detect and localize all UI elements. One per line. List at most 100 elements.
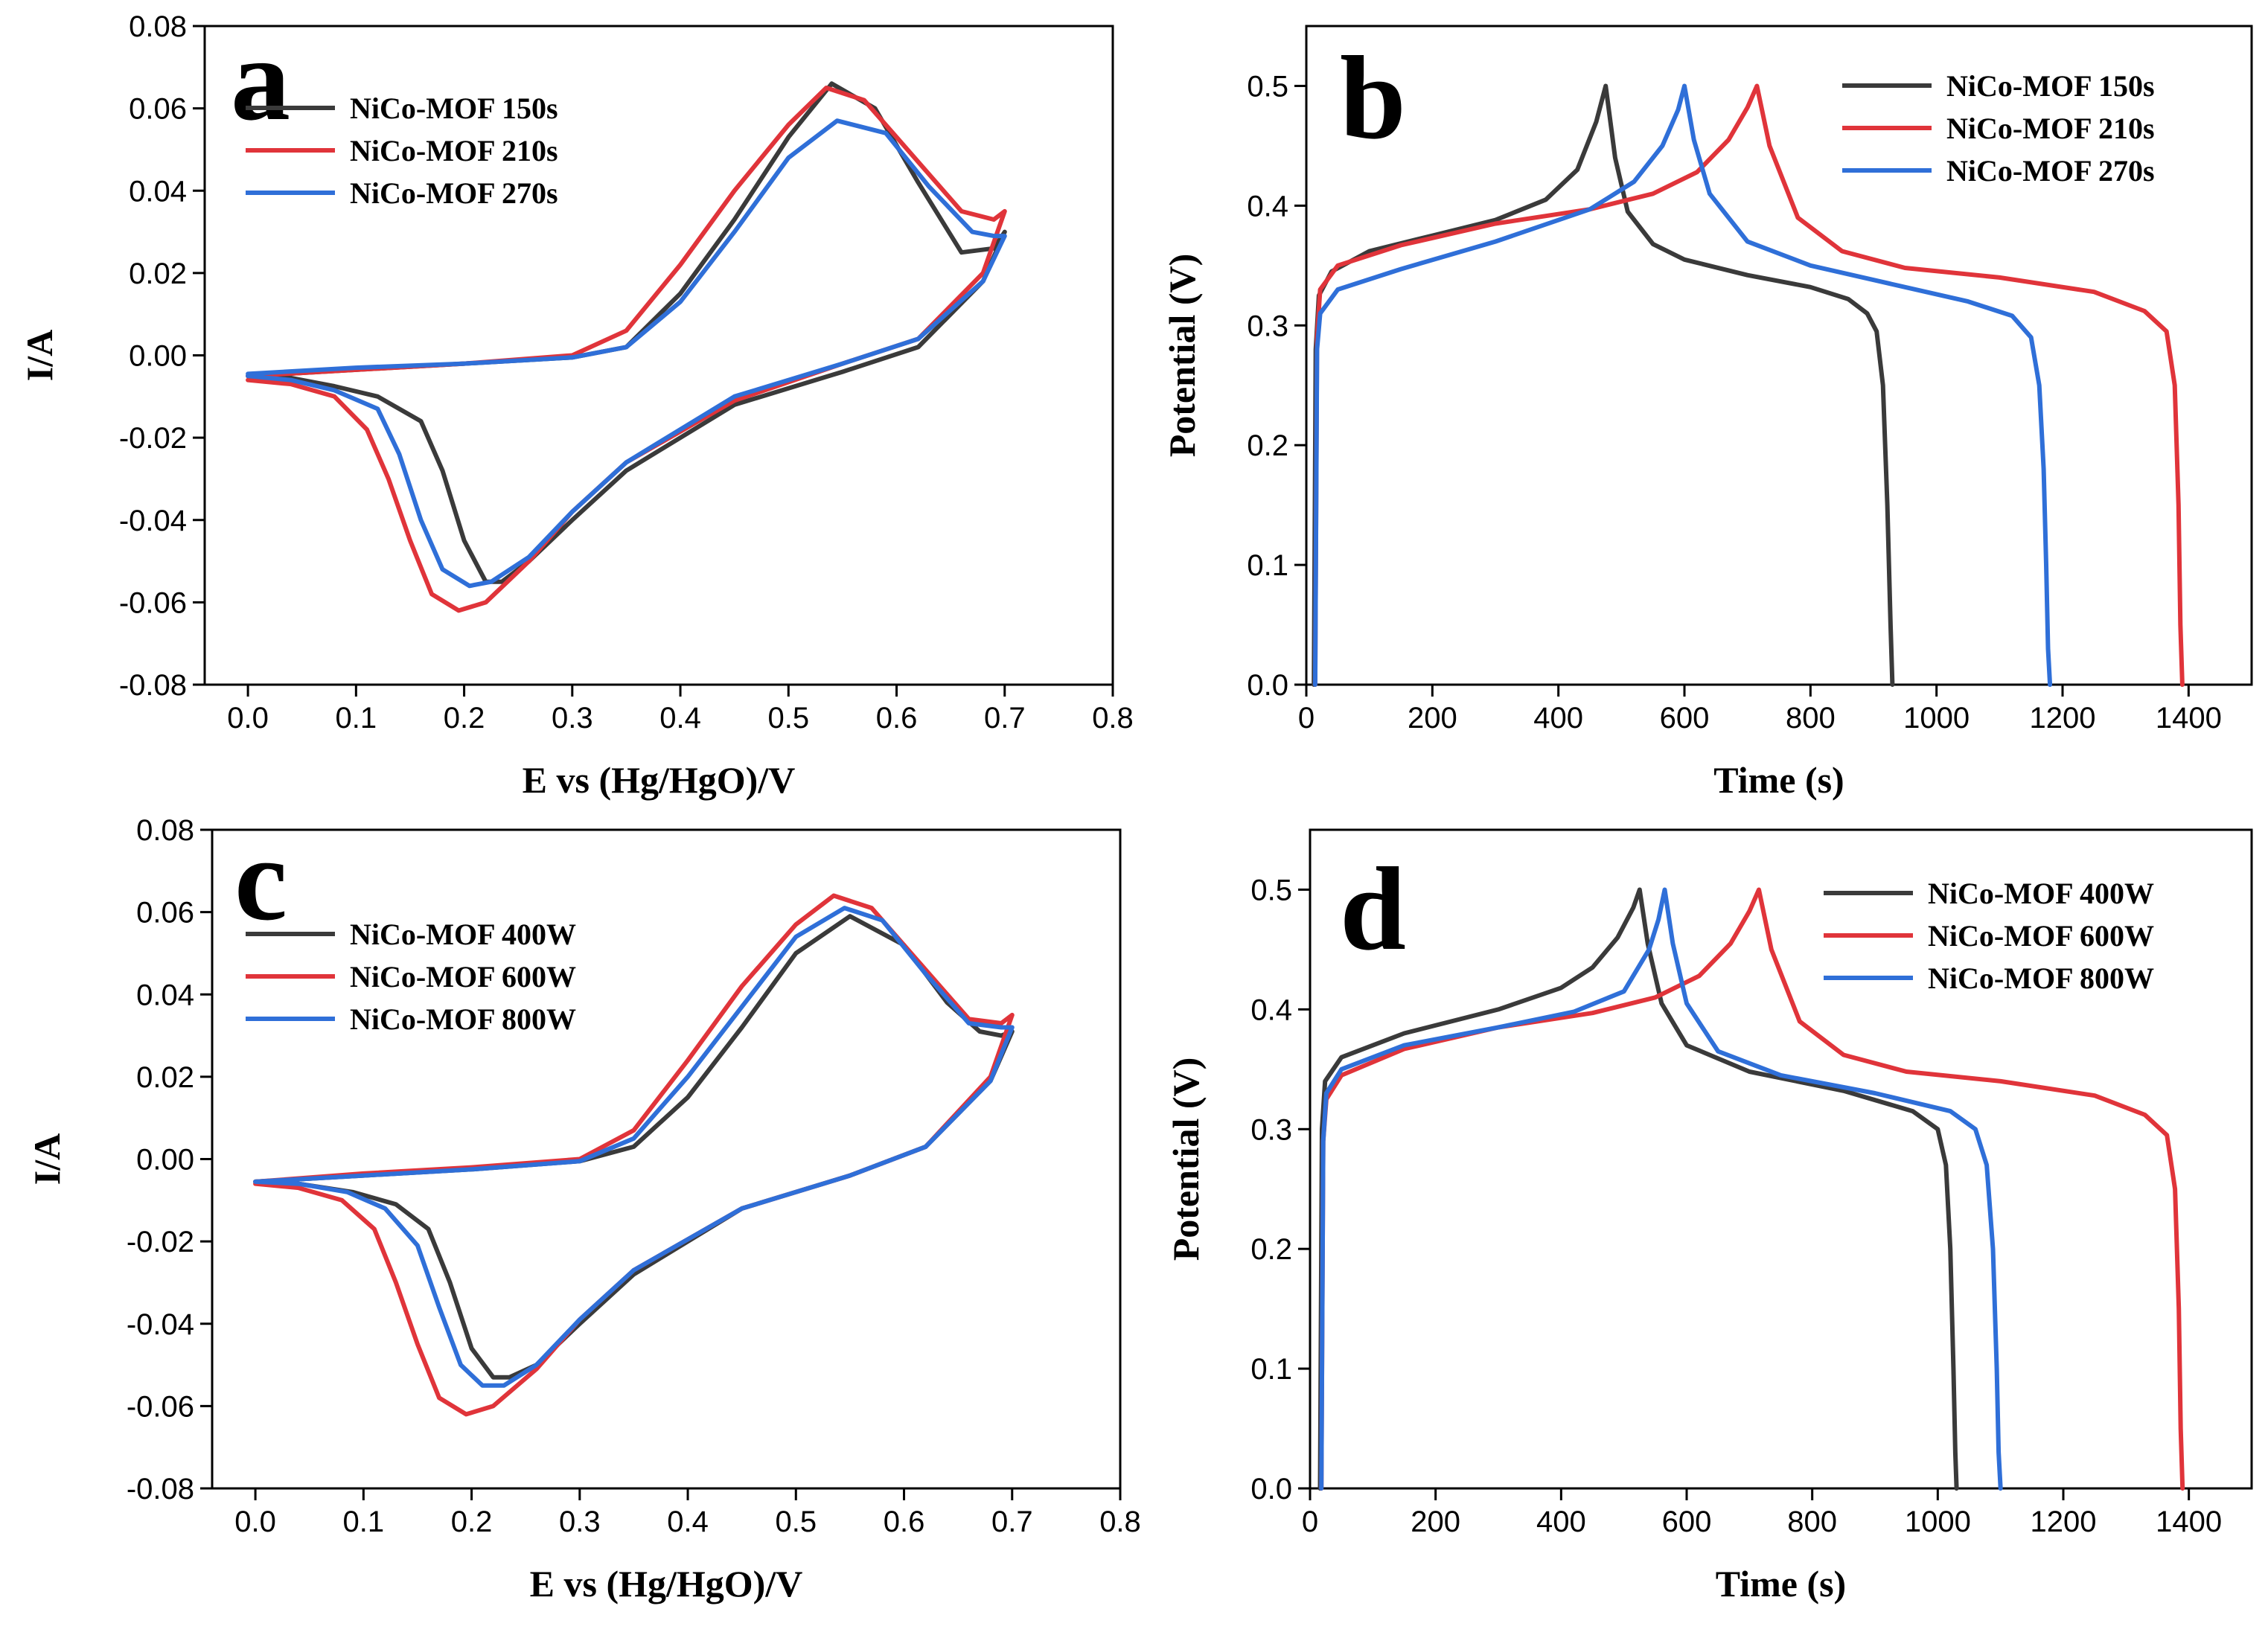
x-tick-label-a: 0.5 [767,702,809,735]
x-tick-label-b: 0 [1298,702,1315,735]
x-tick-label-c: 0.3 [559,1506,601,1538]
plot-frame-d [1309,828,2253,1490]
y-tick-label-a: -0.06 [119,586,187,619]
x-tick-label-d: 200 [1411,1506,1460,1538]
y-tick-label-c: 0.08 [136,814,194,847]
x-tick-label-b: 800 [1786,702,1836,735]
y-tick-label-a: -0.08 [119,669,187,702]
legend-label-b-1: NiCo-MOF 150s [1946,69,2155,103]
x-tick-label-c: 0.0 [234,1506,276,1538]
y-tick-label-a: 0.08 [129,10,187,43]
x-tick-label-c: 0.1 [343,1506,385,1538]
y-tick-label-b: 0.3 [1247,310,1288,342]
x-axis-title-b: Time (s) [1713,759,1844,801]
series-line-d-2 [1319,887,2185,1491]
legend-label-b-3: NiCo-MOF 270s [1946,154,2155,188]
y-tick-label-d: 0.5 [1250,874,1292,906]
x-tick-label-a: 0.7 [984,702,1026,735]
x-tick-label-c: 0.6 [884,1506,925,1538]
series-line-c-3 [253,906,1015,1388]
x-axis-title-c: E vs (Hg/HgO)/V [530,1563,803,1604]
x-tick-label-c: 0.2 [451,1506,493,1538]
legend-label-b-2: NiCo-MOF 210s [1946,112,2155,145]
x-tick-label-a: 0.8 [1092,702,1134,735]
legend-label-d-1: NiCo-MOF 400W [1928,877,2154,910]
y-tick-label-a: 0.00 [129,340,187,373]
legend-label-c-2: NiCo-MOF 600W [350,960,576,994]
legend-label-c-1: NiCo-MOF 400W [350,918,576,951]
x-tick-label-d: 800 [1787,1506,1837,1538]
x-tick-label-b: 400 [1533,702,1583,735]
y-tick-label-b: 0.4 [1247,190,1288,223]
series-line-b-3 [1312,83,2053,687]
panel-a: 0.0 0.1 0.2 0.3 0.4 0.5 0.6 0.7 0.8 -0.08 -0.06 -0.… [19,10,1134,801]
series-line-b-2 [1312,83,2185,687]
x-tick-label-c: 0.7 [991,1506,1033,1538]
y-tick-label-d: 0.0 [1250,1473,1292,1506]
y-axis-title-c: I/A [26,1133,68,1185]
panel-letter-c: c [234,813,287,945]
y-tick-label-b: 0.1 [1247,549,1288,582]
panel-d: 0 200 400 600 800 1000 1200 1400 0.0 0.1 0.2 0.3 0.4… [1165,828,2253,1604]
y-tick-label-c: 0.06 [136,897,194,930]
x-tick-label-a: 0.1 [336,702,377,735]
y-tick-label-d: 0.3 [1250,1113,1292,1146]
y-tick-label-a: 0.04 [129,175,187,208]
x-tick-label-b: 1000 [1903,702,1970,735]
y-tick-label-c: -0.06 [127,1390,194,1423]
x-tick-label-a: 0.6 [876,702,918,735]
panel-letter-a: a [231,13,290,145]
y-tick-label-a: -0.04 [119,505,187,537]
y-tick-label-c: 0.02 [136,1061,194,1094]
legend-label-c-3: NiCo-MOF 800W [350,1002,576,1036]
legend-label-a-2: NiCo-MOF 210s [350,134,558,167]
panel-letter-d: d [1340,842,1406,975]
y-tick-label-c: -0.08 [127,1473,194,1506]
series-line-a-3 [246,118,1007,589]
x-tick-label-a: 0.0 [227,702,269,735]
x-tick-label-a: 0.3 [552,702,593,735]
x-tick-label-c: 0.5 [775,1506,817,1538]
x-tick-label-a: 0.4 [659,702,701,735]
y-tick-label-a: 0.02 [129,257,187,290]
legend-label-a-1: NiCo-MOF 150s [350,92,558,125]
x-tick-label-c: 0.8 [1099,1506,1141,1538]
legend-label-d-3: NiCo-MOF 800W [1928,962,2154,995]
x-tick-label-b: 1200 [2030,702,2096,735]
y-tick-label-a: 0.06 [129,93,187,126]
x-tick-label-d: 0 [1302,1506,1318,1538]
y-tick-label-a: -0.02 [119,422,187,455]
y-tick-label-c: -0.02 [127,1226,194,1258]
plot-frame-b [1305,25,2253,686]
series-line-a-2 [246,86,1007,613]
y-tick-label-d: 0.1 [1250,1353,1292,1386]
y-tick-label-b: 0.0 [1247,669,1288,702]
legend-label-a-3: NiCo-MOF 270s [350,176,558,210]
series-line-b-1 [1312,83,1895,687]
x-axis-title-a: E vs (Hg/HgO)/V [523,759,796,801]
x-tick-label-b: 1400 [2156,702,2222,735]
y-tick-label-b: 0.5 [1247,70,1288,103]
y-tick-label-c: 0.00 [136,1144,194,1177]
x-tick-label-a: 0.2 [444,702,485,735]
y-tick-label-b: 0.2 [1247,429,1288,462]
y-tick-label-c: 0.04 [136,979,194,1011]
series-line-d-1 [1317,887,1959,1491]
x-tick-label-c: 0.4 [667,1506,709,1538]
y-axis-title-d: Potential (V) [1165,1058,1207,1261]
x-tick-label-b: 200 [1408,702,1457,735]
x-tick-label-d: 600 [1662,1506,1712,1538]
x-tick-label-d: 1400 [2156,1506,2222,1538]
panel-b: 0 200 400 600 800 1000 1200 1400 0.0 0.1 0.2 0.3 0.4… [1161,25,2253,801]
y-tick-label-d: 0.2 [1250,1233,1292,1266]
y-tick-label-d: 0.4 [1250,994,1292,1026]
y-axis-title-b: Potential (V) [1161,254,1203,458]
x-axis-title-d: Time (s) [1716,1563,1846,1604]
y-tick-label-c: -0.04 [127,1308,194,1341]
x-tick-label-b: 600 [1660,702,1710,735]
legend-label-d-2: NiCo-MOF 600W [1928,919,2154,953]
y-axis-title-a: I/A [19,330,60,381]
series-line-a-1 [246,81,1007,584]
x-tick-label-d: 1200 [2031,1506,2097,1538]
